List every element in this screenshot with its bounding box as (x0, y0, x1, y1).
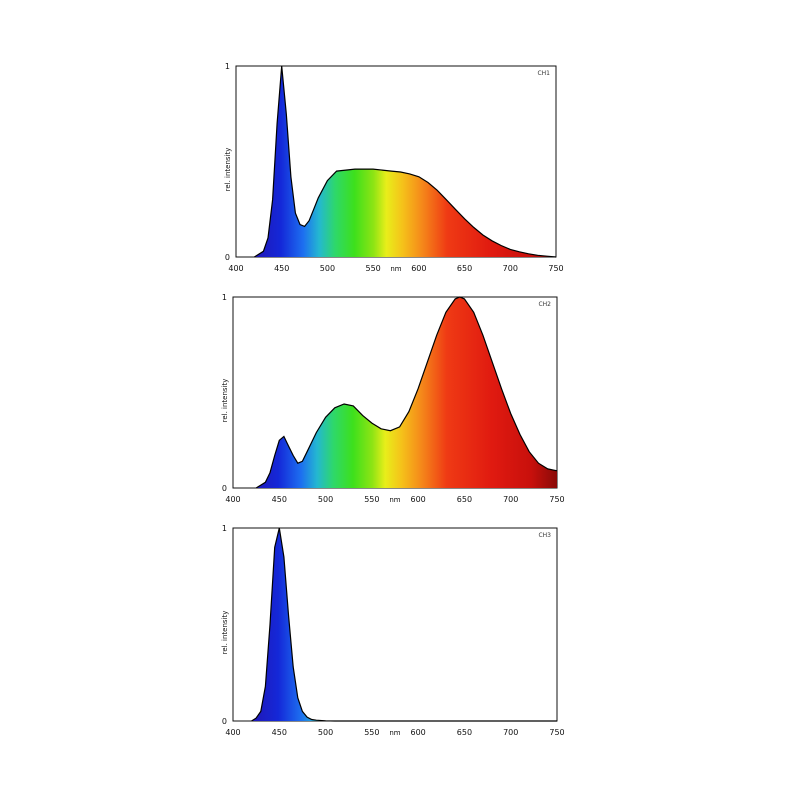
x-tick-label: 600 (411, 495, 426, 504)
x-tick-label: 600 (411, 728, 426, 737)
x-tick-label: 400 (225, 728, 240, 737)
x-tick-label: 600 (411, 264, 426, 273)
channel-tag: CH3 (538, 532, 551, 539)
y-tick-label: 0 (222, 484, 227, 493)
y-axis-label: rel. intensity (221, 379, 229, 423)
x-tick-label: 500 (318, 495, 333, 504)
channel-tag: CH1 (537, 70, 550, 77)
x-tick-label: 700 (503, 495, 518, 504)
chart-panel-2: 400 450 500 550 600 650 700 750 nm 0 1 rel. intensi… (221, 293, 565, 504)
spectrum-line (255, 296, 558, 489)
spectrum-line (251, 527, 557, 722)
y-tick-label: 0 (225, 253, 230, 262)
y-axis-label: rel. intensity (224, 148, 232, 192)
y-tick-label: 0 (222, 717, 227, 726)
chart-panel-3: 400 450 500 550 600 650 700 750 nm 0 1 rel. intensi… (221, 524, 565, 737)
x-tick-label: 400 (225, 495, 240, 504)
x-axis-label: nm (390, 265, 401, 273)
spectrum-area (254, 66, 557, 257)
x-tick-label: 450 (274, 264, 289, 273)
x-tick-label: 750 (548, 264, 563, 273)
x-tick-label: 400 (228, 264, 243, 273)
x-axis-label: nm (389, 496, 400, 504)
x-tick-label: 750 (549, 728, 564, 737)
spectrum-area (256, 297, 557, 488)
x-tick-label: 550 (364, 728, 379, 737)
x-tick-label: 700 (503, 264, 518, 273)
x-tick-label: 650 (457, 264, 472, 273)
x-tick-label: 500 (318, 728, 333, 737)
x-tick-label: 550 (366, 264, 381, 273)
x-axis-label: nm (389, 729, 400, 737)
x-tick-label: 700 (503, 728, 518, 737)
x-tick-label: 750 (549, 495, 564, 504)
y-tick-label: 1 (225, 62, 230, 71)
chart-panel-1: 400 450 500 550 600 650 700 750 nm 0 1 rel. intensi… (224, 62, 564, 273)
x-tick-label: 650 (457, 728, 472, 737)
y-tick-label: 1 (222, 524, 227, 533)
x-tick-label: 450 (272, 495, 287, 504)
y-tick-label: 1 (222, 293, 227, 302)
spectrum-line (253, 65, 557, 258)
x-tick-label: 650 (457, 495, 472, 504)
channel-tag: CH2 (538, 301, 551, 308)
x-tick-label: 450 (272, 728, 287, 737)
x-tick-label: 550 (364, 495, 379, 504)
x-tick-label: 500 (320, 264, 335, 273)
y-axis-label: rel. intensity (221, 611, 229, 655)
